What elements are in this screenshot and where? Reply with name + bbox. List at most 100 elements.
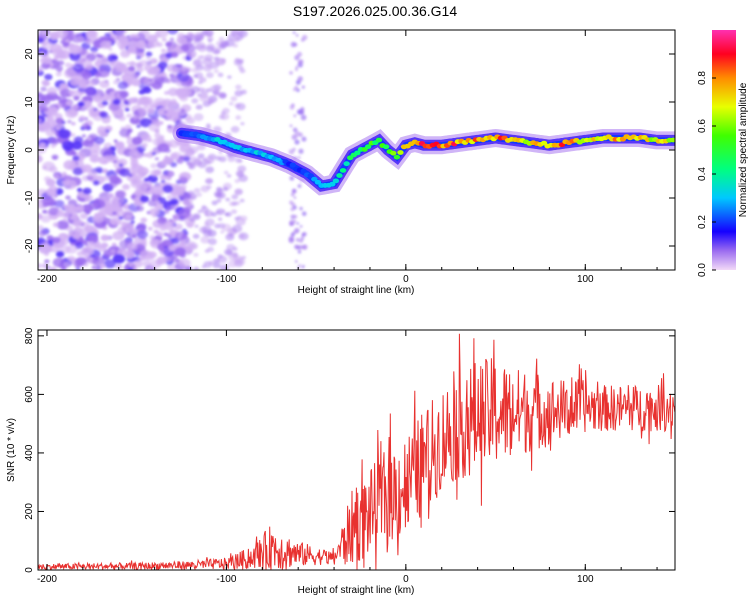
noise-speckle: [299, 206, 303, 211]
colorbar-ticks: 0.0 0.2 0.4 0.6 0.8: [697, 71, 716, 277]
noise-speckle: [106, 96, 113, 101]
noise-speckle: [124, 124, 132, 130]
noise-speckle: [87, 169, 98, 178]
noise-speckle: [52, 156, 57, 160]
ridge-cell: [336, 173, 343, 178]
noise-speckle: [178, 176, 189, 185]
noise-speckle: [72, 167, 83, 176]
noise-speckle: [239, 234, 245, 239]
noise-speckle: [230, 96, 238, 102]
ridge-cell: [332, 178, 340, 184]
noise-speckle: [202, 64, 213, 72]
noise-speckle: [177, 208, 191, 219]
noise-speckle: [75, 205, 85, 212]
noise-speckle: [64, 204, 76, 214]
noise-speckle: [73, 95, 80, 101]
noise-speckle: [109, 249, 116, 254]
noise-speckle: [146, 34, 158, 43]
noise-speckle: [75, 257, 87, 267]
noise-speckle: [162, 156, 173, 165]
noise-speckle: [38, 37, 45, 44]
noise-speckle: [45, 129, 56, 137]
noise-speckle: [221, 58, 227, 62]
noise-speckle: [148, 82, 155, 87]
ridge-cell: [307, 173, 314, 179]
noise-speckle: [157, 143, 170, 153]
noise-speckle: [45, 178, 56, 187]
noise-speckle: [57, 60, 65, 66]
noise-speckle: [218, 36, 225, 42]
noise-speckle: [69, 52, 81, 61]
y-tick-label: -10: [24, 190, 35, 205]
noise-speckle: [65, 100, 72, 106]
noise-speckle: [120, 50, 131, 58]
noise-speckle: [65, 195, 71, 200]
noise-speckle: [234, 179, 240, 184]
noise-speckle: [292, 31, 296, 34]
noise-speckle: [193, 159, 203, 167]
noise-speckle: [119, 220, 127, 226]
noise-speckle: [179, 242, 186, 247]
noise-speckle: [204, 218, 215, 227]
noise-speckle: [235, 84, 242, 90]
noise-speckle: [69, 43, 75, 48]
noise-speckle: [90, 150, 100, 157]
noise-speckle: [99, 68, 105, 72]
noise-speckle: [135, 40, 146, 49]
noise-speckle: [163, 110, 168, 114]
noise-speckle: [156, 216, 167, 225]
noise-speckle: [179, 142, 192, 152]
ridge-cell: [329, 181, 336, 187]
noise-speckle: [136, 124, 141, 128]
noise-speckle: [132, 115, 139, 120]
noise-speckle: [77, 101, 85, 107]
noise-speckle: [55, 30, 68, 39]
noise-speckle: [115, 141, 125, 149]
noise-speckle: [238, 174, 248, 183]
noise-speckle: [46, 235, 54, 241]
noise-speckle: [56, 210, 66, 218]
noise-speckle: [99, 111, 109, 119]
noise-speckle: [54, 174, 60, 179]
noise-speckle: [213, 49, 220, 55]
noise-speckle: [169, 37, 175, 41]
noise-speckle: [40, 94, 49, 101]
noise-speckle: [115, 190, 126, 199]
noise-speckle: [87, 234, 99, 244]
snr-series-line: [38, 333, 675, 570]
noise-speckle: [100, 147, 113, 158]
noise-speckle: [142, 152, 149, 158]
noise-speckle: [142, 180, 153, 189]
noise-speckle: [89, 154, 100, 163]
noise-speckle: [175, 259, 180, 263]
noise-speckle: [297, 184, 302, 189]
x-tick-label: 0: [403, 574, 409, 585]
noise-speckle: [180, 65, 188, 72]
noise-speckle: [50, 43, 63, 54]
noise-speckle: [124, 250, 135, 259]
noise-speckle: [129, 61, 136, 67]
noise-speckle: [113, 196, 118, 200]
noise-speckle: [294, 85, 299, 90]
noise-speckle: [228, 101, 234, 106]
noise-speckle: [138, 96, 150, 105]
noise-speckle: [297, 250, 302, 254]
noise-speckle: [93, 212, 101, 219]
noise-speckle: [192, 245, 198, 250]
noise-speckle: [188, 163, 196, 170]
noise-speckle: [70, 133, 76, 137]
noise-speckle: [149, 208, 160, 216]
noise-speckle: [201, 265, 206, 269]
noise-speckle: [94, 265, 103, 270]
ridge-cell: [311, 176, 318, 182]
noise-speckle: [202, 100, 211, 107]
noise-speckle: [235, 102, 246, 111]
noise-speckle: [56, 51, 67, 60]
y-tick-label: -20: [24, 238, 35, 253]
noise-speckle: [40, 215, 51, 223]
noise-speckle: [179, 252, 186, 258]
noise-speckle: [202, 57, 213, 66]
noise-speckle: [220, 230, 225, 234]
